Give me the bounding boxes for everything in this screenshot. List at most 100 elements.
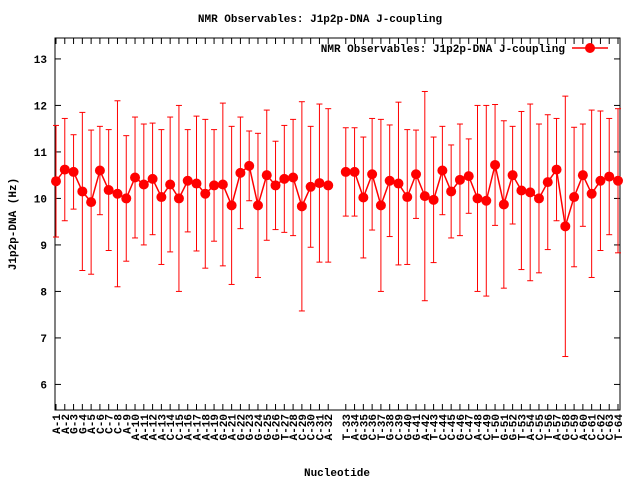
data-point — [481, 195, 492, 206]
y-tick-label: 7 — [40, 334, 47, 346]
data-point — [516, 185, 527, 196]
x-tick-label: G-40 — [403, 414, 415, 440]
data-point — [200, 188, 211, 199]
x-tick-label: A-17 — [193, 414, 205, 440]
data-point — [490, 159, 501, 170]
x-tick-label: C-47 — [465, 414, 477, 440]
x-tick-label: C-15 — [175, 414, 187, 441]
data-point — [77, 186, 88, 197]
data-point — [367, 169, 378, 180]
data-point — [604, 171, 615, 182]
data-point — [296, 201, 307, 212]
data-point — [375, 200, 386, 211]
data-point — [103, 185, 114, 196]
x-axis-label: Nucleotide — [304, 468, 370, 480]
data-point — [173, 193, 184, 204]
chart-title: NMR Observables: J1p2p-DNA J-coupling — [198, 14, 442, 26]
x-tick-label: A-1 — [52, 414, 64, 434]
data-point — [182, 175, 193, 186]
data-point — [613, 175, 623, 186]
data-point — [569, 192, 580, 203]
x-tick-label: A-21 — [228, 414, 240, 441]
data-point — [577, 170, 588, 181]
x-tick-label: G-22 — [236, 414, 248, 440]
x-tick-label: C-62 — [596, 414, 608, 440]
x-tick-label: A-57 — [553, 414, 565, 440]
data-point — [507, 170, 518, 181]
data-point — [51, 176, 61, 187]
x-tick-label: G-58 — [561, 414, 573, 441]
data-point — [112, 188, 123, 199]
data-point — [454, 174, 465, 185]
data-point — [288, 172, 299, 183]
x-tick-label: C-44 — [438, 414, 450, 441]
x-tick-label: A-13 — [157, 414, 169, 441]
y-tick-label: 10 — [34, 194, 47, 206]
x-tick-label: A-16 — [184, 414, 196, 440]
x-tick-label: C-29 — [298, 414, 310, 440]
x-tick-label: C-63 — [605, 414, 617, 441]
x-tick-label: C-39 — [394, 414, 406, 440]
data-point — [314, 178, 325, 189]
x-tick-label: A-19 — [210, 414, 222, 440]
x-tick-label: G-46 — [456, 414, 468, 440]
data-point — [191, 178, 202, 189]
x-tick-label: A-12 — [149, 414, 161, 440]
x-tick-label: A-28 — [289, 414, 301, 441]
data-point — [533, 193, 544, 204]
data-point — [595, 175, 606, 186]
x-tick-label: C-36 — [368, 414, 380, 440]
x-tick-label: G-41 — [412, 414, 424, 441]
x-tick-label: G-23 — [245, 414, 257, 441]
x-tick-label: C-49 — [482, 414, 494, 440]
x-tick-label: T-43 — [430, 414, 442, 441]
data-point — [340, 166, 351, 177]
x-tick-label: T-56 — [544, 414, 556, 440]
x-tick-label: A-2 — [61, 414, 73, 434]
x-tick-label: C-55 — [535, 414, 547, 441]
data-point — [542, 177, 553, 188]
data-point — [411, 169, 422, 180]
x-tick-label: T-37 — [377, 414, 389, 440]
data-point — [86, 197, 97, 208]
data-point — [59, 164, 70, 175]
x-tick-label: C-31 — [315, 414, 327, 441]
x-tick-label: C-59 — [570, 414, 582, 440]
data-point — [244, 160, 255, 171]
data-point — [226, 200, 237, 211]
x-tick-label: A-60 — [579, 414, 591, 440]
data-point — [446, 186, 457, 197]
data-point — [147, 173, 158, 184]
x-tick-label: G-4 — [78, 414, 90, 434]
data-point — [323, 180, 334, 191]
x-tick-label: A-5 — [87, 414, 99, 434]
data-point — [235, 167, 246, 178]
x-tick-label: C-14 — [166, 414, 178, 441]
x-tick-label: C-45 — [447, 414, 459, 441]
x-tick-label: C-7 — [105, 414, 117, 434]
data-point — [551, 164, 562, 175]
x-tick-label: A-18 — [201, 414, 213, 441]
data-point — [270, 180, 281, 191]
data-point — [428, 194, 439, 205]
x-tick-label: T-50 — [491, 414, 503, 440]
y-tick-label: 6 — [40, 380, 47, 392]
data-point — [437, 165, 448, 176]
plot-frame — [54, 37, 621, 411]
legend-marker — [585, 43, 595, 53]
data-point — [402, 192, 413, 203]
data-point — [560, 221, 571, 232]
y-axis-label: J1p2p-DNA (Hz) — [8, 178, 20, 270]
data-point — [472, 193, 483, 204]
y-tick-label: 12 — [34, 101, 47, 113]
x-tick-label: A-54 — [526, 414, 538, 441]
data-point — [68, 166, 79, 177]
data-point — [261, 170, 272, 181]
x-tick-label: A-9 — [122, 414, 134, 434]
data-point — [165, 179, 176, 190]
x-tick-label: G-51 — [500, 414, 512, 441]
x-tick-label: A-32 — [324, 414, 336, 440]
data-point — [279, 173, 290, 184]
y-tick-label: 11 — [34, 148, 48, 160]
